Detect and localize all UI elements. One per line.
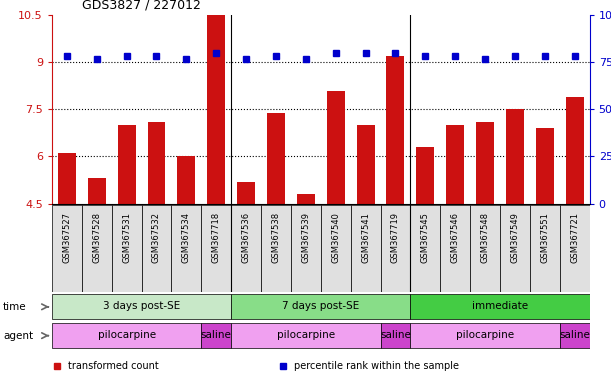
Text: pilocarpine: pilocarpine xyxy=(98,330,156,340)
Bar xyxy=(231,295,411,319)
Text: GSM367540: GSM367540 xyxy=(331,212,340,263)
Bar xyxy=(297,194,315,204)
Bar xyxy=(82,205,112,292)
Bar xyxy=(536,128,554,204)
Bar xyxy=(52,323,201,348)
Bar xyxy=(416,147,434,204)
Bar xyxy=(387,56,404,204)
Bar xyxy=(321,205,351,292)
Text: agent: agent xyxy=(3,331,33,341)
Text: GSM367539: GSM367539 xyxy=(301,212,310,263)
Text: percentile rank within the sample: percentile rank within the sample xyxy=(294,361,459,371)
Bar xyxy=(231,205,261,292)
Bar xyxy=(327,91,345,204)
Bar xyxy=(351,205,381,292)
Bar xyxy=(560,323,590,348)
Text: saline: saline xyxy=(201,330,232,340)
Bar xyxy=(231,323,381,348)
Bar xyxy=(267,113,285,204)
Text: time: time xyxy=(3,302,27,312)
Text: GSM367721: GSM367721 xyxy=(570,212,579,263)
Text: immediate: immediate xyxy=(472,301,528,311)
Text: GSM367546: GSM367546 xyxy=(451,212,459,263)
Text: 7 days post-SE: 7 days post-SE xyxy=(282,301,359,311)
Bar xyxy=(52,205,82,292)
Bar xyxy=(147,122,166,204)
Bar xyxy=(446,125,464,204)
Text: GSM367534: GSM367534 xyxy=(182,212,191,263)
Text: GSM367531: GSM367531 xyxy=(122,212,131,263)
Bar xyxy=(560,205,590,292)
Text: GSM367719: GSM367719 xyxy=(391,212,400,263)
Bar xyxy=(411,295,590,319)
Bar xyxy=(88,179,106,204)
Bar xyxy=(411,323,560,348)
Bar xyxy=(500,205,530,292)
Bar xyxy=(58,153,76,204)
Bar xyxy=(411,205,441,292)
Bar xyxy=(172,205,201,292)
Text: GSM367528: GSM367528 xyxy=(92,212,101,263)
Bar xyxy=(566,97,584,204)
Text: GSM367545: GSM367545 xyxy=(421,212,430,263)
Bar xyxy=(142,205,172,292)
Text: saline: saline xyxy=(380,330,411,340)
Bar xyxy=(441,205,470,292)
Text: 3 days post-SE: 3 days post-SE xyxy=(103,301,180,311)
Bar xyxy=(506,109,524,204)
Text: GSM367551: GSM367551 xyxy=(540,212,549,263)
Bar xyxy=(357,125,375,204)
Bar xyxy=(201,205,231,292)
Text: saline: saline xyxy=(559,330,590,340)
Text: GSM367718: GSM367718 xyxy=(212,212,221,263)
Text: GSM367549: GSM367549 xyxy=(510,212,519,263)
Bar xyxy=(261,205,291,292)
Bar xyxy=(237,182,255,204)
Text: GSM367532: GSM367532 xyxy=(152,212,161,263)
Bar xyxy=(177,157,196,204)
Text: pilocarpine: pilocarpine xyxy=(456,330,514,340)
Bar xyxy=(52,295,231,319)
Bar xyxy=(530,205,560,292)
Bar xyxy=(207,15,225,204)
Bar xyxy=(201,323,231,348)
Text: GSM367536: GSM367536 xyxy=(241,212,251,263)
Text: GSM367527: GSM367527 xyxy=(62,212,71,263)
Bar xyxy=(291,205,321,292)
Text: GSM367548: GSM367548 xyxy=(481,212,489,263)
Bar xyxy=(381,323,411,348)
Text: transformed count: transformed count xyxy=(68,361,159,371)
Bar xyxy=(470,205,500,292)
Bar xyxy=(112,205,142,292)
Text: GSM367538: GSM367538 xyxy=(271,212,280,263)
Bar xyxy=(476,122,494,204)
Text: GDS3827 / 227012: GDS3827 / 227012 xyxy=(82,0,202,12)
Text: pilocarpine: pilocarpine xyxy=(277,330,335,340)
Bar xyxy=(381,205,411,292)
Text: GSM367541: GSM367541 xyxy=(361,212,370,263)
Bar xyxy=(118,125,136,204)
